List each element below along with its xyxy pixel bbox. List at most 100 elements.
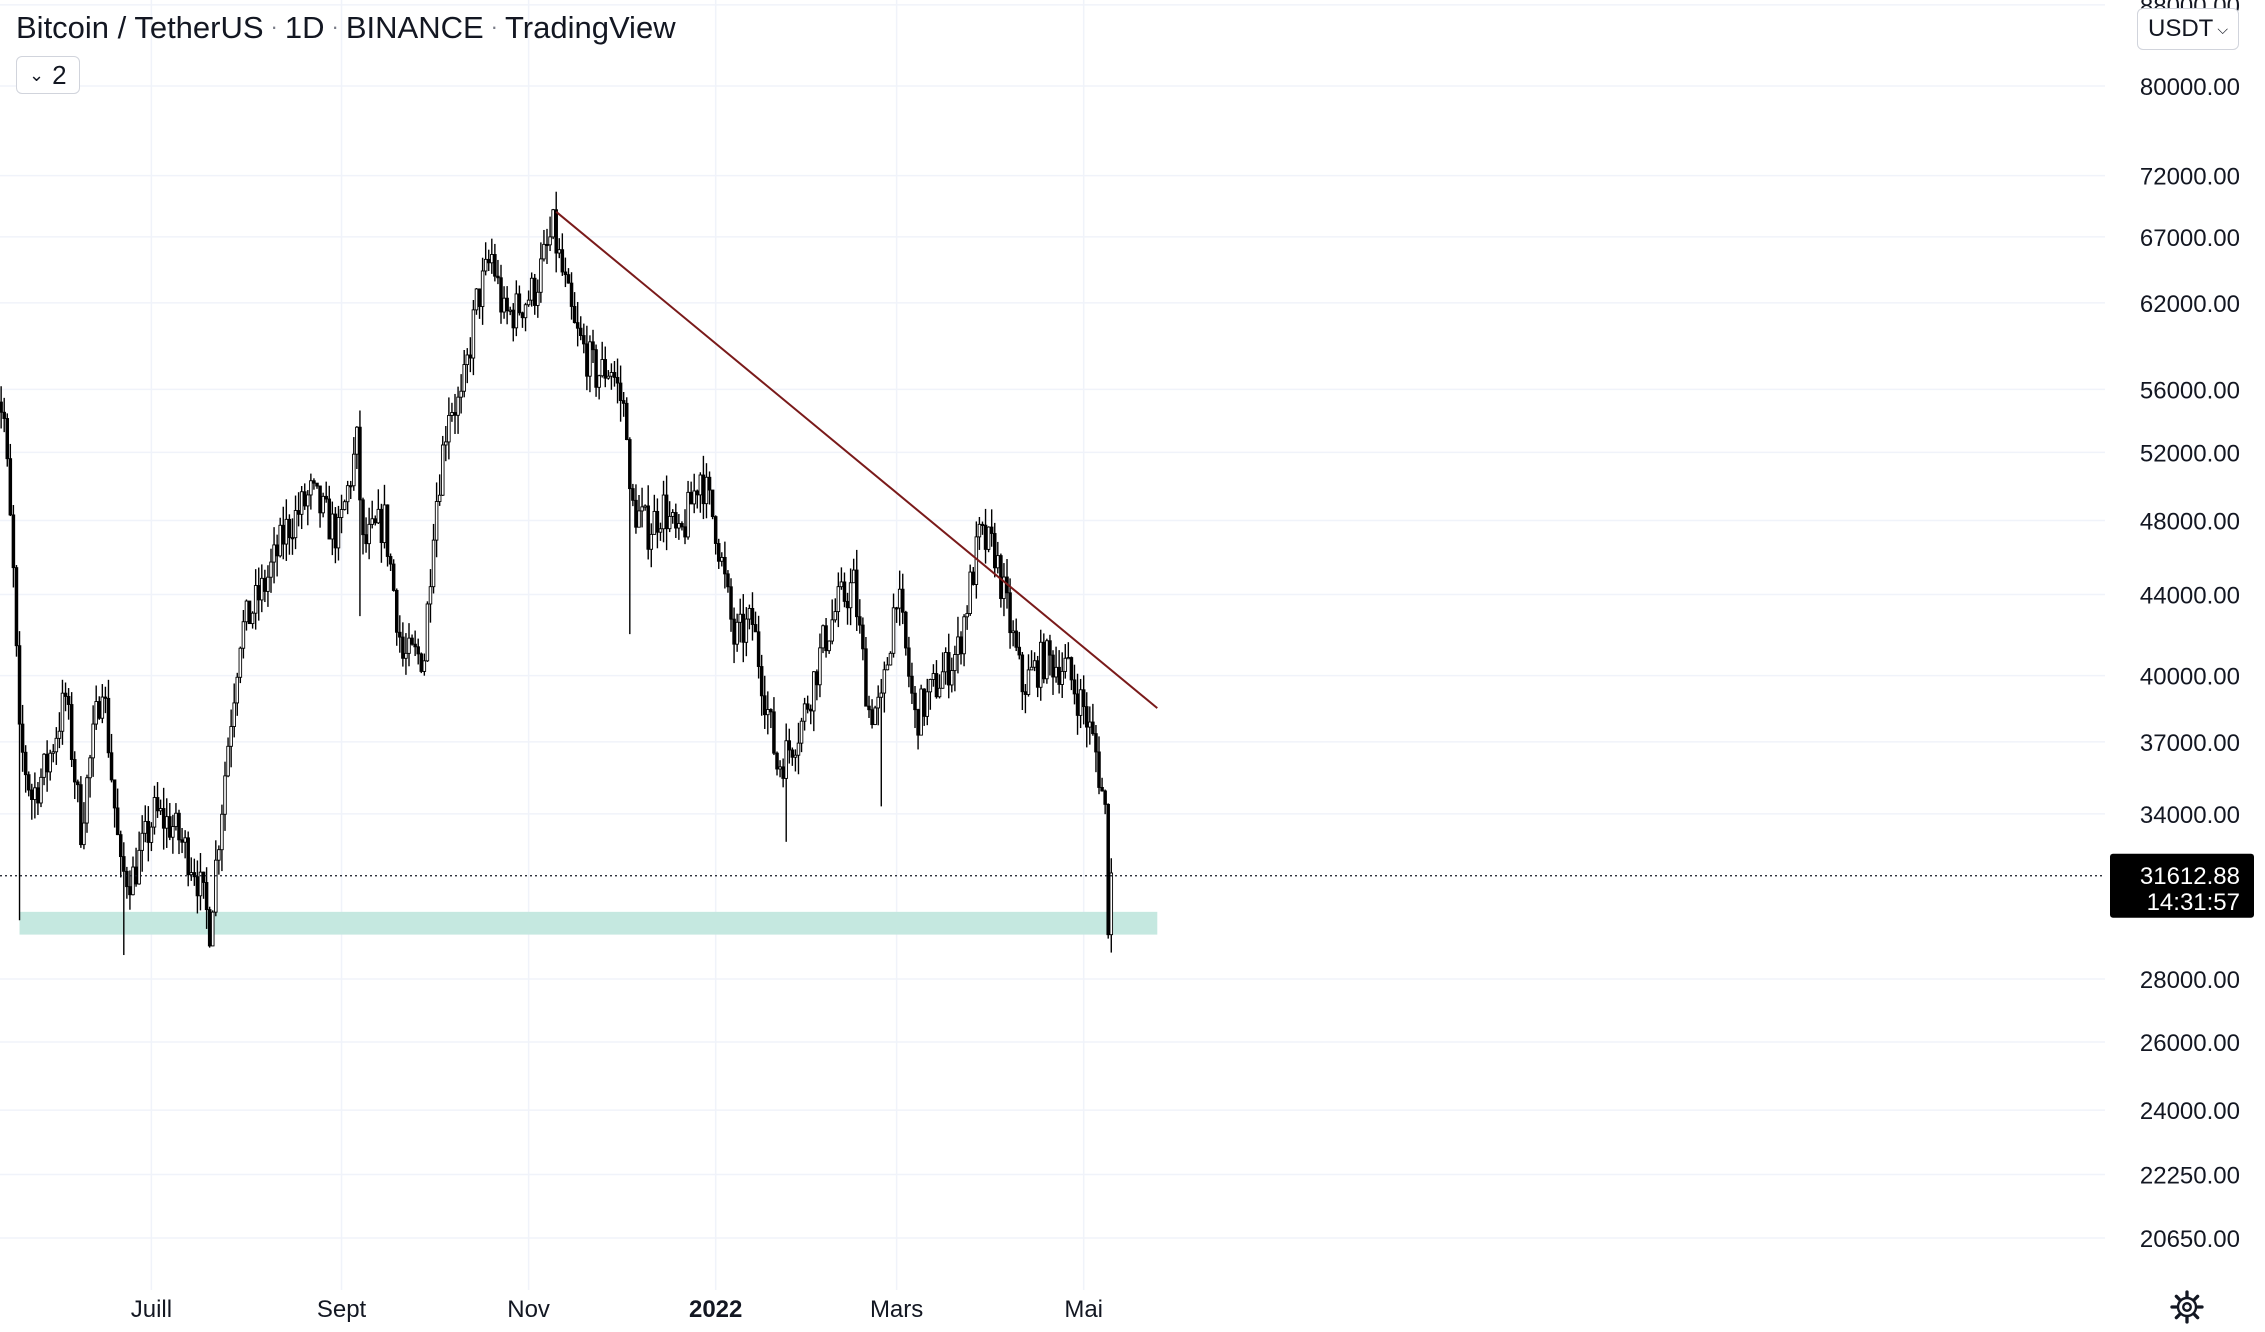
candle-down: [1075, 693, 1080, 716]
y-tick-label: 24000.00: [2140, 1098, 2240, 1125]
candle-up: [42, 753, 46, 778]
candle-down: [775, 752, 779, 770]
candle-down: [578, 327, 583, 337]
candle-down: [732, 618, 736, 645]
candle-up: [649, 533, 654, 550]
y-tick-label: 56000.00: [2140, 377, 2240, 404]
candle-down: [398, 631, 402, 638]
candle-down: [1094, 733, 1098, 753]
candle-up: [100, 696, 105, 719]
candle-up: [171, 826, 175, 838]
candle-down: [391, 563, 396, 591]
candle-down: [287, 518, 292, 539]
candle-up: [796, 742, 801, 756]
candle-up: [272, 544, 276, 563]
candle-up: [799, 720, 804, 744]
gear-icon[interactable]: [2169, 1289, 2205, 1325]
candle-up: [514, 293, 519, 329]
candle-up: [802, 703, 807, 722]
support-zone-layer: [19, 911, 1158, 935]
candle-down: [922, 688, 926, 717]
candle-down: [263, 577, 267, 592]
candle-down: [1057, 666, 1061, 685]
currency-selector[interactable]: USDT ⌵: [2137, 8, 2239, 50]
candle-up: [57, 730, 62, 739]
candle-down: [790, 749, 795, 758]
candle-up: [367, 523, 371, 545]
candle-down: [594, 349, 598, 388]
candle-up: [480, 270, 485, 307]
candle-up: [827, 640, 831, 652]
candle-down: [1042, 641, 1046, 680]
candle-down: [2, 411, 6, 419]
candle-down: [348, 485, 353, 488]
candle-up: [1045, 640, 1049, 680]
candle-up: [336, 517, 341, 549]
candle-down: [741, 613, 746, 643]
candle-down: [624, 402, 629, 441]
candle-down: [125, 870, 129, 888]
candle-down: [959, 636, 963, 655]
candle-up: [444, 441, 448, 446]
candle-up: [720, 556, 724, 562]
candle-down: [615, 376, 620, 384]
candle-up: [1054, 666, 1058, 678]
candle-down: [373, 518, 378, 524]
candle-up: [502, 297, 506, 313]
candle-down: [824, 625, 828, 652]
candle-down: [674, 512, 678, 529]
candle-down: [499, 277, 503, 313]
candle-up: [698, 474, 703, 496]
candle-up: [250, 612, 255, 625]
candle-up: [244, 600, 249, 623]
candle-up: [943, 652, 948, 673]
candle-down: [560, 249, 565, 273]
candle-down: [815, 671, 819, 686]
candle-up: [152, 797, 157, 828]
candle-down: [281, 524, 286, 545]
candle-up: [744, 618, 749, 643]
candle-up: [54, 737, 59, 753]
candle-down: [207, 909, 212, 947]
candle-down: [582, 335, 586, 345]
candle-up: [269, 561, 273, 578]
candle-down: [186, 837, 190, 876]
y-tick-label: 44000.00: [2140, 583, 2240, 610]
candle-down: [122, 856, 126, 872]
candle-down: [17, 645, 22, 725]
support-zone: [19, 911, 1158, 935]
candle-up: [1063, 657, 1068, 672]
candle-up: [266, 576, 270, 592]
candle-down: [854, 569, 859, 618]
candle-up: [891, 607, 896, 654]
candle-down: [1081, 689, 1086, 708]
candle-up: [977, 523, 982, 538]
time-axis[interactable]: aiJuillSeptNov2022MarsMai: [0, 1296, 1103, 1323]
candle-down: [916, 709, 920, 736]
candle-up: [548, 236, 552, 246]
candle-down: [894, 607, 899, 610]
candle-down: [1106, 803, 1110, 936]
candle-down: [971, 571, 976, 585]
candle-up: [1088, 721, 1092, 728]
price-axis[interactable]: 88000.0080000.0072000.0067000.0062000.00…: [2110, 0, 2254, 1253]
candle-down: [161, 808, 166, 829]
candle-down: [453, 412, 457, 416]
candle-up: [677, 523, 681, 529]
candle-down: [155, 797, 160, 812]
candle-up: [793, 754, 798, 758]
candle-down: [861, 624, 865, 650]
candle-up: [39, 776, 43, 804]
indicators-toggle-button[interactable]: ⌄ 2: [16, 56, 80, 94]
candle-up: [278, 524, 282, 557]
candle-up: [747, 607, 752, 620]
candle-down: [689, 491, 693, 505]
candle-up: [140, 832, 144, 851]
candle-down: [327, 498, 332, 540]
legend-separator: ·: [490, 14, 498, 39]
y-tick-label: 28000.00: [2140, 967, 2240, 994]
candle-up: [370, 518, 374, 525]
candle-up: [851, 569, 856, 584]
candle-up: [60, 692, 65, 732]
